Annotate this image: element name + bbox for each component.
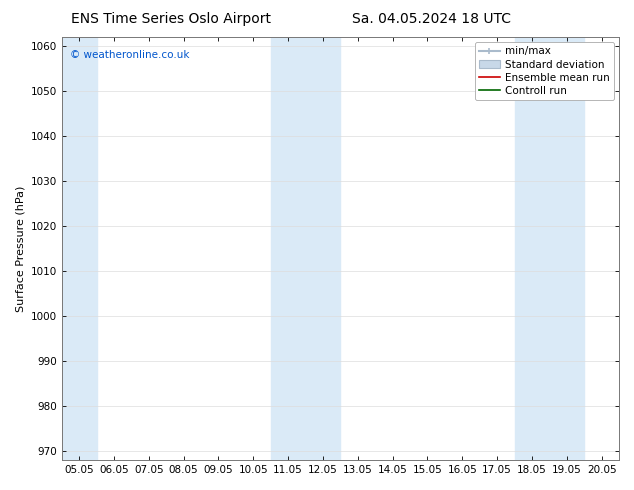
Bar: [61, 37, 96, 460]
Legend: min/max, Standard deviation, Ensemble mean run, Controll run: min/max, Standard deviation, Ensemble me…: [475, 42, 614, 100]
Text: ENS Time Series Oslo Airport: ENS Time Series Oslo Airport: [71, 12, 271, 26]
Text: © weatheronline.co.uk: © weatheronline.co.uk: [70, 50, 190, 60]
Y-axis label: Surface Pressure (hPa): Surface Pressure (hPa): [15, 185, 25, 312]
Bar: [515, 37, 584, 460]
Text: Sa. 04.05.2024 18 UTC: Sa. 04.05.2024 18 UTC: [352, 12, 510, 26]
Bar: [271, 37, 340, 460]
